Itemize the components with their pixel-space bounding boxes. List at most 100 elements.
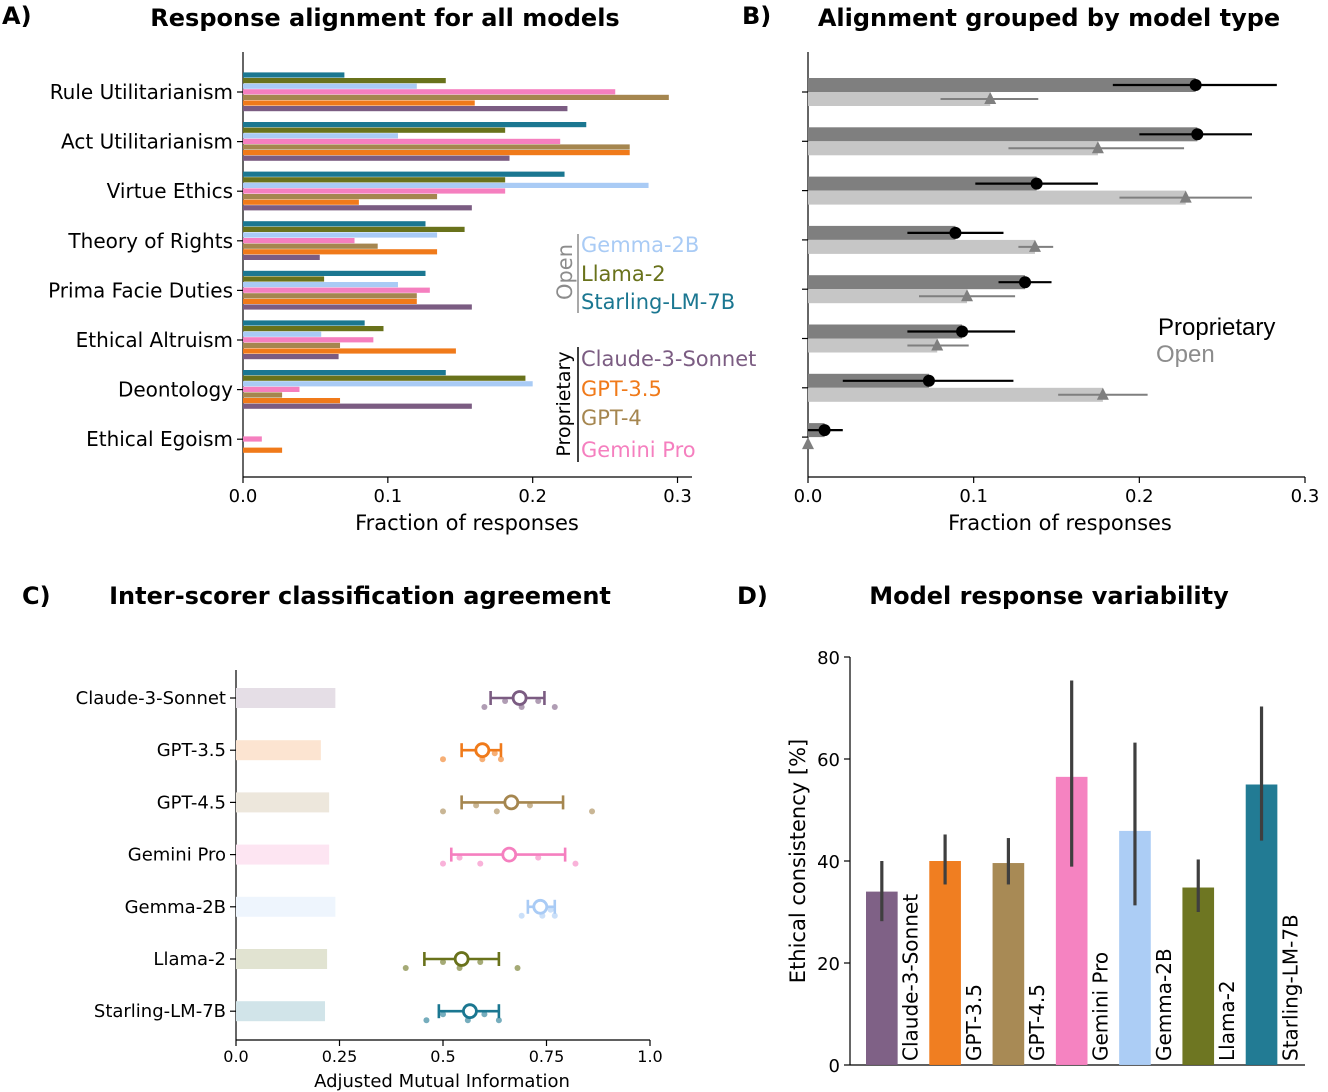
- point-proprietary-theory-of-rights: [949, 226, 962, 239]
- legend-group-open: Open: [553, 244, 577, 300]
- point-open-virtue-ethics: [1179, 190, 1192, 203]
- scorer-point-claude-3-sonnet: [551, 704, 558, 710]
- category-label-deontology: Deontology: [118, 378, 233, 402]
- scorer-point-starling-lm-7b: [495, 1017, 502, 1024]
- scorer-point-gpt-3-5: [497, 756, 504, 763]
- category-label-llama-2: Llama-2: [153, 949, 226, 970]
- panel-b-xtick-label: 0.0: [794, 486, 823, 507]
- point-open-prima-facie-duties: [961, 289, 974, 302]
- panel-c-xtick-label: 0.25: [322, 1047, 358, 1066]
- bar-claude-3-sonnet-virtue-ethics: [243, 205, 472, 211]
- scorer-point-gemini-pro: [572, 860, 579, 867]
- panel-c-xtick-label: 0.0: [223, 1047, 248, 1066]
- panel-a-label: A): [2, 2, 32, 30]
- scorer-point-starling-lm-7b: [423, 1017, 430, 1024]
- bar-claude-3-sonnet-prima-facie-duties: [243, 304, 472, 310]
- panel-c: C) Inter-scorer classification agreement…: [22, 582, 663, 1092]
- panel-b: B) Alignment grouped by model type Fract…: [742, 2, 1319, 535]
- category-label-gemini-pro: Gemini Pro: [128, 845, 226, 866]
- panel-a-title: Response alignment for all models: [150, 4, 619, 32]
- category-label-gpt-4-5: GPT-4.5: [157, 792, 226, 813]
- panel-d-label: D): [737, 582, 768, 610]
- scorer-point-claude-3-sonnet: [535, 698, 542, 704]
- bar-label-llama-2: Llama-2: [1215, 980, 1239, 1061]
- category-label-prima-facie-duties: Prima Facie Duties: [48, 278, 233, 302]
- bar-starling-lm-7b-rule-utilitarianism: [243, 72, 345, 78]
- legend-entry-gemini-pro: Gemini Pro: [581, 438, 696, 462]
- category-label-starling-lm-7b: Starling-LM-7B: [94, 1001, 226, 1022]
- bar-gemini-pro-ethical-altruism: [243, 337, 374, 343]
- category-label-gemma-2b: Gemma-2B: [125, 897, 226, 918]
- legend-entry-proprietary: Proprietary: [1158, 314, 1275, 341]
- bar-open-virtue-ethics: [808, 190, 1186, 205]
- bar-claude-3-sonnet-rule-utilitarianism: [243, 106, 568, 112]
- bar-gemma-2b-virtue-ethics: [243, 182, 649, 188]
- bar-gemma-2b-prima-facie-duties: [243, 282, 398, 288]
- bar-open-ethical-altruism: [808, 338, 938, 353]
- point-open-ethical-egoism: [802, 437, 814, 450]
- scorer-point-gpt-4-5: [589, 808, 596, 815]
- bar-label-gemini-pro: Gemini Pro: [1089, 952, 1113, 1061]
- bar-llama-2-theory-of-rights: [243, 226, 465, 232]
- bar-llama-2-virtue-ethics: [243, 177, 506, 183]
- bar-proprietary-rule-utilitarianism: [808, 78, 1196, 92]
- mean-point-gpt-3-5: [474, 742, 491, 759]
- bar-gemma-2b-deontology: [243, 381, 533, 387]
- scorer-point-gemma-2b: [518, 912, 525, 919]
- baseline-bar-gpt-3-5: [236, 740, 321, 761]
- point-open-theory-of-rights: [1028, 239, 1041, 252]
- scorer-point-llama-2: [477, 959, 484, 965]
- point-open-rule-utilitarianism: [984, 92, 997, 104]
- bar-open-prima-facie-duties: [808, 289, 968, 304]
- bar-gpt-4-prima-facie-duties: [243, 293, 417, 299]
- legend-entry-gpt-4: GPT-4: [581, 406, 642, 430]
- scorer-point-gemma-2b: [551, 912, 558, 919]
- category-label-ethical-egoism: Ethical Egoism: [86, 427, 233, 451]
- category-label-theory-of-rights: Theory of Rights: [67, 229, 233, 253]
- bar-llama-2-deontology: [243, 375, 526, 381]
- bar-gpt-4-theory-of-rights: [243, 243, 378, 249]
- point-proprietary-prima-facie-duties: [1019, 276, 1032, 289]
- bar-claude-3-sonnet-deontology: [243, 403, 472, 409]
- baseline-bar-gpt-4-5: [236, 792, 330, 813]
- bar-starling-lm-7b-ethical-altruism: [243, 320, 365, 326]
- bar-gemma-2b-act-utilitarianism: [243, 133, 398, 139]
- panel-a-xtick-label: 0.2: [518, 486, 547, 507]
- bar-gpt-3-5-theory-of-rights: [243, 249, 438, 255]
- bar-open-theory-of-rights: [808, 239, 1035, 254]
- scorer-point-claude-3-sonnet: [481, 704, 488, 710]
- bar-gemini-pro-prima-facie-duties: [243, 287, 430, 293]
- panel-a-xtick-label: 0.0: [229, 486, 258, 507]
- bar-claude-3-sonnet-ethical-altruism: [243, 354, 339, 360]
- scorer-point-gpt-4-5: [473, 802, 480, 809]
- legend-entry-open: Open: [1156, 341, 1215, 368]
- bar-gemini-pro-deontology: [243, 386, 300, 392]
- mean-point-starling-lm-7b: [462, 1003, 478, 1020]
- panel-c-title: Inter-scorer classification agreement: [109, 582, 611, 610]
- legend-entry-starling-lm-7b: Starling-LM-7B: [581, 290, 735, 314]
- bar-gemma-2b-theory-of-rights: [243, 232, 438, 238]
- bar-gpt-3-5-rule-utilitarianism: [243, 100, 475, 106]
- scorer-point-starling-lm-7b: [440, 1011, 446, 1018]
- bar-llama-2-ethical-altruism: [243, 326, 384, 332]
- baseline-bar-llama-2: [236, 949, 328, 969]
- mean-point-gemini-pro: [501, 846, 518, 863]
- bar-label-gpt-4-5: GPT-4.5: [1025, 984, 1049, 1061]
- panel-b-xtick-label: 0.1: [959, 486, 988, 507]
- baseline-bar-claude-3-sonnet: [236, 688, 336, 708]
- point-open-act-utilitarianism: [1091, 141, 1104, 154]
- category-label-ethical-altruism: Ethical Altruism: [76, 328, 233, 352]
- bar-gemma-2b-ethical-altruism: [243, 331, 322, 337]
- scorer-point-llama-2: [402, 965, 409, 971]
- point-open-ethical-altruism: [931, 338, 944, 351]
- point-open-deontology: [1096, 387, 1109, 400]
- bar-gemini-pro-ethical-egoism: [243, 436, 262, 442]
- bar-proprietary-prima-facie-duties: [808, 275, 1026, 290]
- bar-claude-3-sonnet-theory-of-rights: [243, 254, 320, 260]
- mean-point-gpt-4-5: [503, 794, 520, 811]
- scorer-point-claude-3-sonnet: [502, 698, 509, 704]
- panel-a-xtick-label: 0.3: [663, 486, 692, 507]
- bar-gpt-3-5-ethical-egoism: [243, 447, 283, 453]
- category-label-rule-utilitarianism: Rule Utilitarianism: [50, 80, 233, 104]
- bar-gpt-3-5-act-utilitarianism: [243, 150, 630, 156]
